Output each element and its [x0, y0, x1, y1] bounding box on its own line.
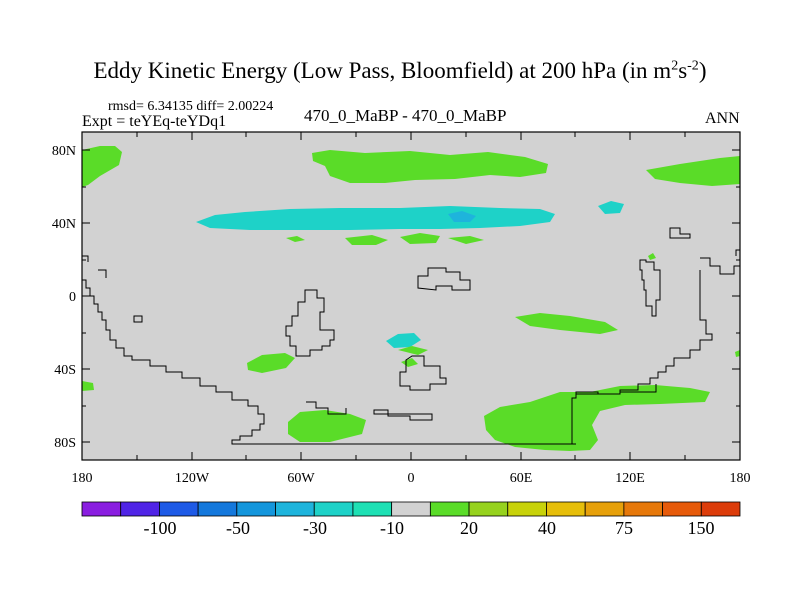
colorbar-label: 75 [615, 518, 633, 538]
axes [82, 132, 740, 460]
coast-east-america [98, 269, 107, 278]
patch-southern-east [484, 385, 710, 451]
title-exponent-2: -2 [687, 58, 699, 74]
colorbar-cell [429, 501, 470, 517]
lat-label-40n: 40N [52, 217, 76, 232]
coast-north-east [669, 227, 691, 239]
colorbar-label: 20 [460, 518, 478, 538]
patch-jet-cyan [196, 206, 555, 230]
patch-arctic-central [312, 150, 548, 183]
lon-ticks [136, 132, 686, 460]
coast-ice-shelf [576, 384, 657, 395]
colorbar [81, 501, 741, 517]
lon-label-180w: 180 [72, 471, 93, 486]
stats-label: rmsd= 6.34135 diff= 2.00224 [108, 99, 274, 114]
lon-label-120e: 120E [615, 471, 645, 486]
colorbar-cell [236, 501, 276, 517]
lat-label-80n: 80N [52, 144, 76, 159]
lon-label-60e: 60E [510, 471, 533, 486]
patch-southern-west [288, 410, 366, 442]
map-background [82, 132, 740, 460]
colorbar-labels: -100 -50 -30 -10 20 40 75 150 [144, 518, 715, 538]
lon-label-0: 0 [408, 471, 415, 486]
patch-green-5 [648, 253, 656, 260]
anomaly-patches [82, 146, 740, 451]
patch-green-11 [735, 350, 740, 357]
colorbar-cell [352, 501, 393, 517]
colorbar-cell [81, 501, 122, 517]
lat-ticks [82, 149, 740, 443]
colorbar-cell [468, 501, 509, 517]
coast-americas [82, 279, 576, 445]
colorbar-cell [546, 501, 586, 517]
patch-green-4 [448, 236, 484, 244]
patch-green-8 [401, 358, 418, 367]
coast-peninsula-2 [373, 409, 433, 421]
patch-jet-blue [448, 211, 476, 222]
coast-south-america [285, 289, 335, 357]
lon-label-180e: 180 [730, 471, 751, 486]
title-exponent-1: 2 [671, 58, 679, 74]
colorbar-cell [584, 501, 625, 517]
colorbar-cell [197, 501, 238, 517]
expt-label: Expt = teYEq-teYDq1 [82, 113, 227, 130]
patch-cyan-south [386, 333, 421, 348]
lon-label-120w: 120W [175, 471, 210, 486]
coast-caribbean [133, 315, 143, 323]
title-mid: s [678, 58, 688, 83]
coastlines [82, 227, 740, 445]
colorbar-label: -10 [380, 518, 404, 538]
colorbar-cell [700, 501, 741, 517]
coast-peninsula-1 [306, 401, 347, 415]
title-close: ) [698, 58, 707, 83]
coast-east-edge [735, 249, 740, 256]
lat-labels: 80N 40N 0 40S 80S [52, 144, 76, 451]
colorbar-label: -100 [144, 518, 177, 538]
patch-green-3 [400, 233, 440, 244]
colorbar-cell [275, 501, 315, 517]
colorbar-label: 150 [688, 518, 715, 538]
lat-label-80s: 80S [54, 436, 76, 451]
colorbar-cell [662, 501, 702, 517]
colorbar-cell [507, 501, 547, 517]
chart-title: Eddy Kinetic Energy (Low Pass, Bloomfiel… [0, 58, 800, 84]
colorbar-label: 40 [538, 518, 556, 538]
colorbar-cell [391, 501, 431, 517]
patch-green-7 [398, 346, 428, 355]
title-main: Eddy Kinetic Energy (Low Pass, Bloomfiel… [93, 58, 672, 83]
coast-east-asia [700, 257, 740, 275]
patch-green-1 [286, 236, 305, 242]
colorbar-cell [313, 501, 354, 517]
lon-labels: 180 120W 60W 0 60E 120E 180 [72, 471, 751, 486]
patch-green-9 [247, 353, 295, 373]
patch-green-10 [82, 381, 94, 391]
colorbar-cell [623, 501, 663, 517]
colorbar-label: -30 [303, 518, 327, 538]
coast-central-america [82, 255, 89, 262]
patch-green-6 [515, 313, 618, 334]
coast-se-continent [571, 270, 713, 444]
season-label: ANN [705, 110, 740, 127]
lon-label-60w: 60W [287, 471, 315, 486]
patch-arctic-east [646, 156, 740, 186]
coast-eurasia [417, 267, 471, 291]
lat-label-eq: 0 [69, 290, 76, 305]
coast-africa [399, 355, 447, 391]
patch-green-2 [345, 235, 388, 245]
patch-arctic-west [82, 146, 122, 187]
colorbar-label: -50 [226, 518, 250, 538]
patch-cyan-east [598, 201, 624, 214]
lat-label-40s: 40S [54, 363, 76, 378]
coast-east-continent [639, 259, 661, 317]
colorbar-cell [120, 501, 160, 517]
case-label: 470_0_MaBP - 470_0_MaBP [304, 106, 507, 125]
colorbar-cell [159, 501, 199, 517]
